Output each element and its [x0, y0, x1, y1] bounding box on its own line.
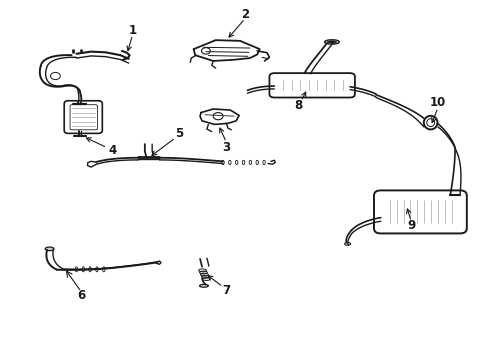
Text: 4: 4: [108, 144, 116, 157]
Text: 6: 6: [77, 289, 85, 302]
Text: 5: 5: [175, 127, 183, 140]
Ellipse shape: [45, 247, 54, 251]
Text: 7: 7: [222, 284, 230, 297]
Text: 10: 10: [430, 96, 446, 109]
Text: 2: 2: [241, 8, 249, 21]
Ellipse shape: [325, 40, 339, 44]
Ellipse shape: [199, 284, 208, 287]
Text: 1: 1: [128, 24, 137, 37]
Ellipse shape: [328, 41, 336, 43]
Text: 9: 9: [407, 219, 415, 233]
Text: 8: 8: [294, 99, 303, 112]
Text: 3: 3: [222, 140, 230, 153]
Ellipse shape: [344, 242, 350, 245]
